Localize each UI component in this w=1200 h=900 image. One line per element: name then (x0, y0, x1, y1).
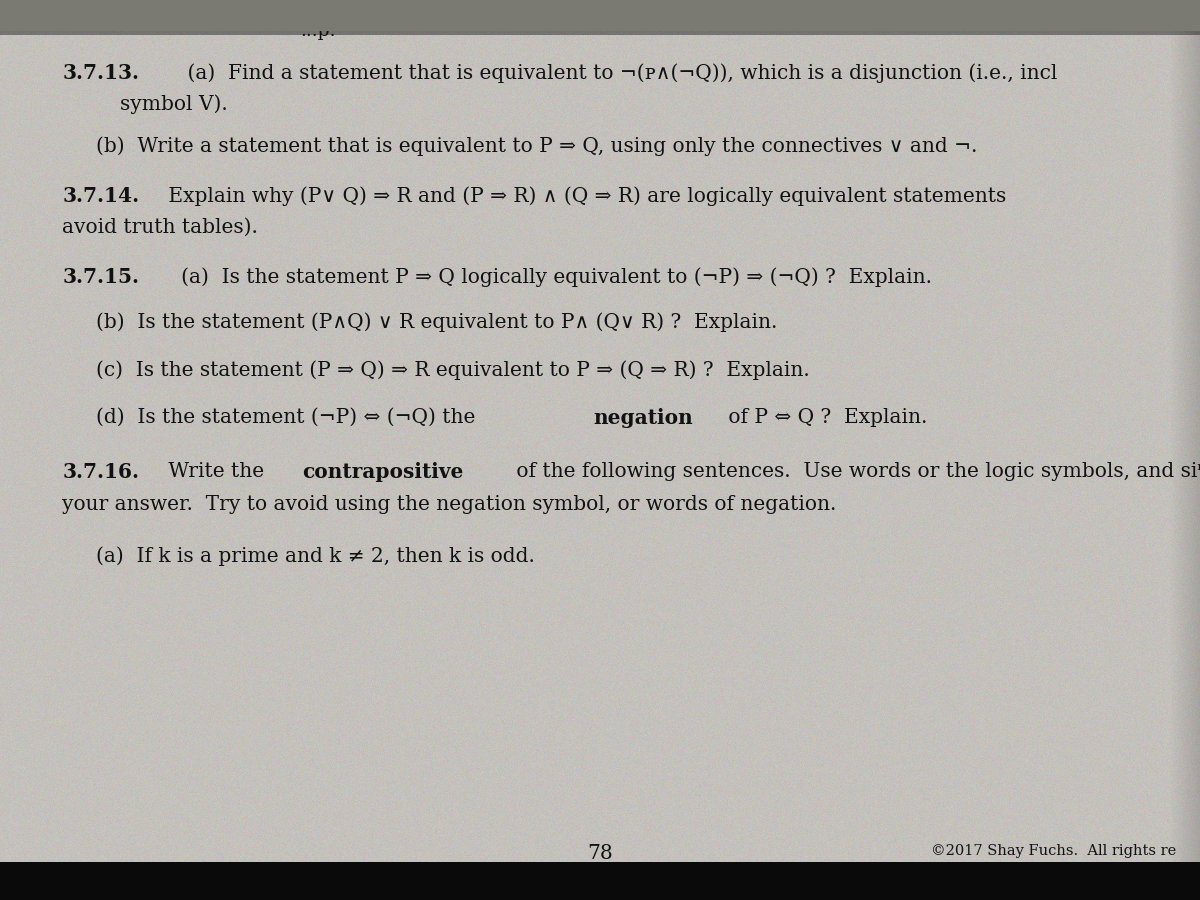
Text: of the following sentences.  Use words or the logic symbols, and siⁿ: of the following sentences. Use words or… (510, 462, 1200, 481)
Text: 3.7.16.: 3.7.16. (62, 462, 139, 482)
Text: (b)  Write a statement that is equivalent to P ⇒ Q, using only the connectives ∨: (b) Write a statement that is equivalent… (96, 137, 977, 157)
Text: (b)  Is the statement (P∧Q) ∨ R equivalent to P∧ (Q∨ R) ?  Explain.: (b) Is the statement (P∧Q) ∨ R equivalen… (96, 312, 778, 332)
Text: ...p.: ...p. (300, 22, 336, 40)
Text: your answer.  Try to avoid using the negation symbol, or words of negation.: your answer. Try to avoid using the nega… (62, 495, 836, 514)
Text: negation: negation (594, 408, 694, 427)
Text: contrapositive: contrapositive (301, 462, 463, 482)
Text: (c)  Is the statement (P ⇒ Q) ⇒ R equivalent to P ⇒ (Q ⇒ R) ?  Explain.: (c) Is the statement (P ⇒ Q) ⇒ R equival… (96, 360, 810, 380)
Text: (d)  Is the statement (¬P) ⇔ (¬Q) the: (d) Is the statement (¬P) ⇔ (¬Q) the (96, 408, 481, 427)
Text: of P ⇔ Q ?  Explain.: of P ⇔ Q ? Explain. (722, 408, 928, 427)
Text: 3.7.14.: 3.7.14. (62, 186, 139, 206)
Bar (0, 862, 1200, 900)
Text: Explain why (P∨ Q) ⇒ R and (P ⇒ R) ∧ (Q ⇒ R) are logically equivalent statements: Explain why (P∨ Q) ⇒ R and (P ⇒ R) ∧ (Q … (162, 186, 1006, 206)
Text: symbol V).: symbol V). (120, 94, 228, 114)
Bar (0, 0, 1200, 31)
Text: 3.7.15.: 3.7.15. (62, 267, 139, 287)
Text: Write the: Write the (162, 462, 270, 481)
Text: avoid truth tables).: avoid truth tables). (62, 218, 258, 237)
Text: ©2017 Shay Fuchs.  All rights re: ©2017 Shay Fuchs. All rights re (931, 844, 1176, 859)
Text: (a)  Find a statement that is equivalent to ¬(ᴘ∧(¬Q)), which is a disjunction (i: (a) Find a statement that is equivalent … (162, 63, 1057, 83)
Text: (a)  If k is a prime and k ≠ 2, then k is odd.: (a) If k is a prime and k ≠ 2, then k is… (96, 546, 535, 566)
Text: (a)  Is the statement P ⇒ Q logically equivalent to (¬P) ⇒ (¬Q) ?  Explain.: (a) Is the statement P ⇒ Q logically equ… (162, 267, 931, 287)
Text: 3.7.13.: 3.7.13. (62, 63, 139, 83)
Text: 78: 78 (587, 844, 613, 863)
